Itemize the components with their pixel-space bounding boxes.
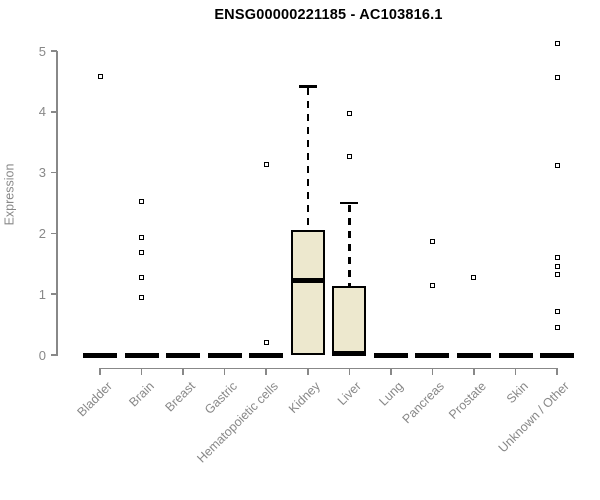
whisker-line <box>348 205 351 287</box>
x-axis-tick <box>265 367 267 375</box>
x-axis-tick <box>390 367 392 375</box>
y-axis-tick-label: 3 <box>38 165 46 181</box>
y-axis-tick <box>51 171 57 174</box>
x-axis-tick <box>182 367 184 375</box>
outlier-point <box>554 308 560 314</box>
median-line <box>207 352 242 358</box>
box <box>332 286 367 355</box>
whisker-line <box>306 88 309 230</box>
chart-title: ENSG00000221185 - AC103816.1 <box>214 7 443 23</box>
y-axis-tick-label: 1 <box>38 286 46 302</box>
outlier-point <box>263 340 269 346</box>
whisker-cap <box>298 85 317 88</box>
outlier-point <box>554 324 560 330</box>
outlier-point <box>554 74 560 80</box>
y-axis-tick <box>51 232 57 235</box>
median-line <box>249 352 284 358</box>
median-line <box>332 351 367 357</box>
y-axis-tick <box>51 293 57 295</box>
outlier-point <box>139 294 145 300</box>
median-line <box>498 352 533 358</box>
x-axis-tick <box>307 367 309 375</box>
x-axis-tick <box>473 367 475 375</box>
outlier-point <box>346 153 352 159</box>
x-axis-tick <box>556 367 558 375</box>
outlier-point <box>429 283 435 289</box>
median-line <box>456 352 491 358</box>
x-axis-tick <box>514 367 517 375</box>
outlier-point <box>139 199 145 205</box>
x-axis-tick <box>140 367 143 375</box>
median-line <box>540 352 575 358</box>
outlier-point <box>554 263 560 269</box>
x-axis-tick <box>431 367 434 375</box>
outlier-point <box>471 275 477 281</box>
outlier-point <box>554 254 560 260</box>
outlier-point <box>346 110 352 116</box>
y-axis-tick <box>51 50 57 52</box>
x-axis-tick <box>99 367 101 375</box>
median-line <box>124 352 159 358</box>
outlier-point <box>139 250 145 256</box>
y-axis-tick <box>51 111 57 113</box>
y-axis-tick-label: 2 <box>38 225 46 241</box>
y-axis-tick-label: 5 <box>38 43 46 59</box>
outlier-point <box>429 238 435 244</box>
y-axis-line <box>56 51 58 356</box>
x-axis-tick <box>223 367 226 375</box>
y-axis-tick <box>51 354 57 356</box>
median-line <box>83 352 117 358</box>
outlier-point <box>263 161 269 167</box>
y-axis-tick-label: 0 <box>38 347 46 363</box>
median-line <box>290 278 325 284</box>
outlier-point <box>554 271 560 277</box>
outlier-point <box>139 234 145 240</box>
outlier-point <box>97 74 103 80</box>
median-line <box>166 352 201 358</box>
x-axis-tick <box>348 367 351 375</box>
median-line <box>415 352 450 358</box>
y-axis-tick-label: 4 <box>38 104 46 120</box>
whisker-cap <box>340 201 359 205</box>
outlier-point <box>554 40 560 46</box>
box <box>290 229 325 355</box>
median-line <box>373 352 408 358</box>
outlier-point <box>554 163 560 169</box>
outlier-point <box>139 274 145 280</box>
x-axis-line <box>99 367 558 369</box>
